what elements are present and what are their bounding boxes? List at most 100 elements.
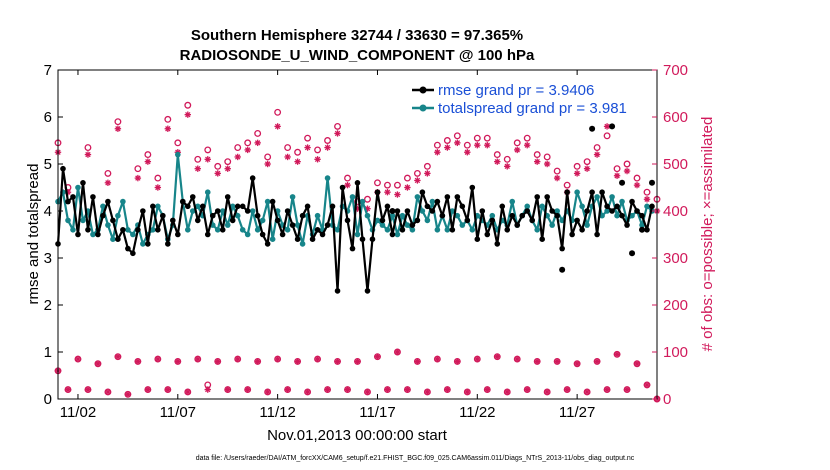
rmse-point bbox=[349, 245, 356, 252]
rmse-point bbox=[60, 165, 66, 172]
obs-assimilated-marker bbox=[324, 144, 331, 151]
rmse-spike-point bbox=[649, 179, 656, 186]
obs-possible-marker bbox=[533, 151, 541, 159]
obs-assimilated-marker bbox=[494, 158, 501, 165]
obs-possible-marker bbox=[393, 181, 401, 189]
obs-assimilated-low-marker-stroke bbox=[574, 361, 580, 367]
spread-point bbox=[639, 222, 645, 228]
obs-assimilated-low-marker bbox=[274, 355, 281, 363]
obs-possible-marker bbox=[104, 169, 112, 177]
obs-possible-marker bbox=[284, 144, 292, 151]
obs-assimilated-marker-stroke bbox=[524, 142, 530, 148]
rmse-point bbox=[369, 236, 376, 242]
obs-possible-marker bbox=[334, 122, 341, 130]
obs-assimilated-marker-stroke bbox=[205, 156, 211, 162]
obs-assimilated-marker bbox=[613, 172, 621, 179]
obs-assimilated-low-marker-stroke bbox=[105, 389, 111, 395]
obs-assimilated-marker-stroke bbox=[145, 158, 151, 165]
spread-point bbox=[419, 208, 426, 214]
rmse-point bbox=[135, 227, 141, 233]
obs-assimilated-low-marker bbox=[224, 386, 231, 393]
obs-assimilated-low-marker-stroke bbox=[514, 356, 520, 362]
obs-assimilated-marker bbox=[474, 142, 481, 149]
obs-possible-marker bbox=[234, 144, 242, 151]
rmse-point bbox=[289, 222, 296, 228]
obs-assimilated-low-marker-stroke bbox=[604, 386, 610, 393]
y-right-tick-label: 300 bbox=[663, 250, 688, 267]
obs-assimilated-marker-stroke bbox=[85, 151, 91, 158]
obs-assimilated-low-marker bbox=[234, 355, 241, 363]
rmse-point bbox=[504, 227, 511, 233]
rmse-point bbox=[304, 203, 311, 210]
obs-assimilated-low-marker-stroke bbox=[344, 386, 351, 393]
rmse-point bbox=[65, 198, 71, 205]
obs-assimilated-low-marker-stroke bbox=[524, 386, 530, 393]
spread-point bbox=[65, 217, 71, 224]
spread-point bbox=[249, 208, 256, 214]
rmse-point bbox=[204, 231, 211, 238]
spread-point bbox=[509, 198, 516, 205]
spread-point bbox=[150, 227, 156, 233]
rmse-point bbox=[115, 236, 121, 242]
obs-assimilated-low-marker bbox=[244, 386, 251, 393]
obs-assimilated-low-marker bbox=[514, 355, 521, 363]
obs-assimilated-marker bbox=[234, 153, 241, 161]
spread-point bbox=[549, 222, 555, 228]
obs-assimilated-low-marker-stroke bbox=[95, 361, 101, 367]
obs-assimilated-marker bbox=[214, 170, 221, 177]
obs-assimilated-low-marker-stroke bbox=[125, 391, 131, 397]
obs-assimilated-marker-stroke bbox=[434, 149, 441, 155]
obs-assimilated-marker bbox=[633, 181, 641, 189]
obs-assimilated-marker-stroke bbox=[624, 168, 630, 174]
rmse-point bbox=[524, 208, 531, 214]
x-tick-label: 11/12 bbox=[259, 404, 295, 421]
rmse-point bbox=[95, 231, 101, 238]
obs-assimilated-marker-stroke bbox=[324, 144, 331, 151]
obs-possible-marker bbox=[403, 174, 411, 182]
obs-assimilated-marker bbox=[254, 139, 261, 147]
obs-assimilated-low-marker bbox=[563, 386, 571, 393]
rmse-point bbox=[384, 203, 391, 210]
rmse-point bbox=[130, 250, 136, 257]
obs-assimilated-low-marker bbox=[84, 386, 92, 393]
obs-assimilated-low-marker-stroke bbox=[274, 356, 281, 362]
obs-assimilated-low-marker-stroke bbox=[434, 356, 441, 362]
obs-possible-marker bbox=[224, 158, 232, 166]
obs-assimilated-marker-stroke bbox=[514, 147, 520, 153]
rmse-spike-point bbox=[389, 208, 396, 214]
obs-possible-marker bbox=[503, 155, 511, 163]
rmse-point bbox=[534, 194, 540, 200]
rmse-point bbox=[334, 288, 341, 294]
spread-point bbox=[454, 212, 461, 219]
obs-assimilated-low-marker-stroke bbox=[544, 389, 550, 395]
obs-assimilated-low-marker bbox=[494, 353, 501, 360]
rmse-point bbox=[145, 241, 151, 247]
rmse-point bbox=[429, 208, 436, 214]
obs-assimilated-low-marker bbox=[434, 355, 441, 363]
chart-title: Southern Hemisphere 32744 / 33630 = 97.3… bbox=[191, 27, 523, 44]
spread-point bbox=[434, 227, 441, 233]
obs-assimilated-low-marker-stroke bbox=[534, 358, 540, 365]
obs-assimilated-low-marker-stroke bbox=[594, 358, 600, 365]
obs-assimilated-low-marker bbox=[593, 358, 601, 365]
spread-point bbox=[349, 194, 356, 200]
spread-point bbox=[414, 194, 421, 200]
obs-assimilated-marker-stroke bbox=[454, 140, 461, 146]
plot-area bbox=[54, 101, 661, 403]
spread-point bbox=[229, 203, 236, 210]
obs-assimilated-marker-stroke bbox=[504, 163, 510, 170]
spread-point bbox=[429, 198, 436, 205]
obs-possible-marker bbox=[164, 115, 172, 123]
obs-assimilated-low-marker-stroke bbox=[75, 356, 81, 362]
obs-assimilated-marker-stroke bbox=[115, 126, 121, 132]
obs-assimilated-low-marker bbox=[164, 386, 172, 393]
obs-possible-marker bbox=[184, 101, 192, 109]
obs-possible-marker bbox=[274, 108, 282, 116]
obs-assimilated-low-marker-stroke bbox=[175, 358, 181, 365]
obs-assimilated-low-marker-stroke bbox=[474, 356, 480, 362]
obs-assimilated-marker bbox=[464, 149, 471, 156]
obs-assimilated-low-marker bbox=[643, 381, 651, 389]
rmse-point bbox=[244, 208, 251, 214]
rmse-point bbox=[479, 208, 486, 214]
